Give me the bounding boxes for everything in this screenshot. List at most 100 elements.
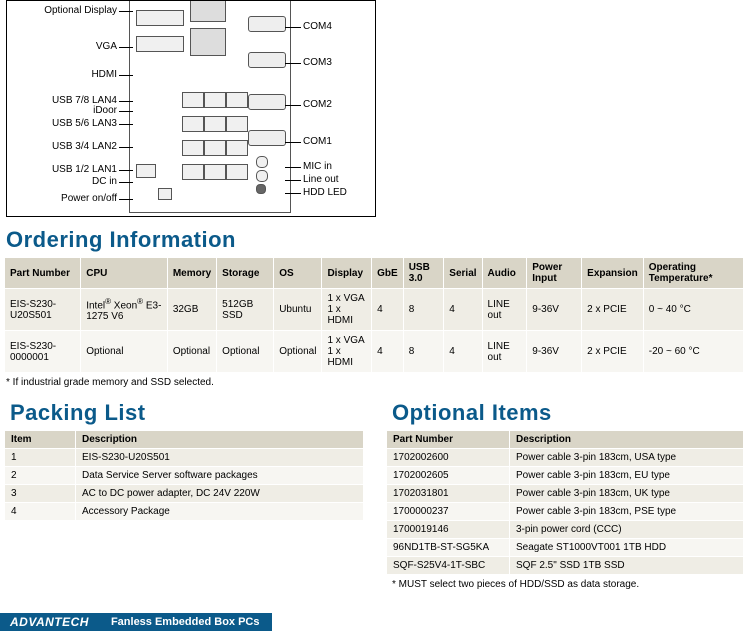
- table-cell: Optional: [274, 331, 322, 373]
- table-header: Part Number: [5, 258, 81, 289]
- table-cell: Power cable 3-pin 183cm, EU type: [510, 467, 744, 485]
- optional-table: Part NumberDescription 1702002600Power c…: [386, 430, 744, 575]
- table-row: 1702002605Power cable 3-pin 183cm, EU ty…: [387, 467, 744, 485]
- table-cell: EIS-S230-U20S501: [5, 289, 81, 331]
- footer-caption: Fanless Embedded Box PCs: [99, 613, 272, 631]
- table-row: 3AC to DC power adapter, DC 24V 220W: [5, 485, 364, 503]
- device-panel: [129, 0, 291, 213]
- diagram-label: Power on/off: [7, 193, 117, 204]
- table-cell: 1 x VGA1 x HDMI: [322, 331, 372, 373]
- ordering-table: Part NumberCPUMemoryStorageOSDisplayGbEU…: [4, 257, 744, 373]
- brand-logo: ADVANTECH: [0, 613, 99, 631]
- ordering-note: * If industrial grade memory and SSD sel…: [6, 377, 750, 388]
- diagram-label: Line out: [303, 174, 339, 185]
- table-header: Part Number: [387, 431, 510, 449]
- diagram-label: COM1: [303, 136, 332, 147]
- table-cell: 1: [5, 449, 76, 467]
- diagram-label: USB 5/6 LAN3: [7, 118, 117, 129]
- diagram-label: DC in: [7, 176, 117, 187]
- table-cell: AC to DC power adapter, DC 24V 220W: [76, 485, 364, 503]
- table-header: Storage: [217, 258, 274, 289]
- table-cell: 32GB: [167, 289, 216, 331]
- table-row: EIS-S230-U20S501Intel® Xeon® E3-1275 V63…: [5, 289, 744, 331]
- table-cell: 8: [403, 331, 444, 373]
- table-cell: 8: [403, 289, 444, 331]
- table-cell: 1702002605: [387, 467, 510, 485]
- table-header: Description: [510, 431, 744, 449]
- footer-bar: ADVANTECH Fanless Embedded Box PCs: [0, 612, 750, 632]
- table-cell: EIS-S230-0000001: [5, 331, 81, 373]
- packing-table: ItemDescription 1EIS-S230-U20S5012Data S…: [4, 430, 364, 521]
- table-cell: 9-36V: [527, 289, 582, 331]
- table-cell: 96ND1TB-ST-SG5KA: [387, 539, 510, 557]
- table-cell: 2: [5, 467, 76, 485]
- optional-heading: Optional Items: [392, 400, 744, 426]
- table-cell: 1 x VGA1 x HDMI: [322, 289, 372, 331]
- table-cell: 9-36V: [527, 331, 582, 373]
- packing-heading: Packing List: [10, 400, 364, 426]
- diagram-label: HDMI: [7, 69, 117, 80]
- table-cell: Power cable 3-pin 183cm, USA type: [510, 449, 744, 467]
- table-cell: 1702031801: [387, 485, 510, 503]
- table-cell: LINE out: [482, 289, 527, 331]
- table-cell: 4: [372, 289, 404, 331]
- table-row: 4Accessory Package: [5, 503, 364, 521]
- table-header: OS: [274, 258, 322, 289]
- table-header: Serial: [444, 258, 482, 289]
- table-cell: Optional: [217, 331, 274, 373]
- table-cell: Intel® Xeon® E3-1275 V6: [81, 289, 168, 331]
- table-header: Operating Temperature*: [643, 258, 743, 289]
- table-cell: Ubuntu: [274, 289, 322, 331]
- table-cell: Seagate ST1000VT001 1TB HDD: [510, 539, 744, 557]
- table-cell: 3: [5, 485, 76, 503]
- io-diagram: Optional DisplayVGAHDMIUSB 7/8 LAN4iDoor…: [6, 0, 376, 217]
- table-cell: SQF-S25V4-1T-SBC: [387, 557, 510, 575]
- table-cell: 2 x PCIE: [582, 289, 644, 331]
- table-row: 2Data Service Server software packages: [5, 467, 364, 485]
- table-header: GbE: [372, 258, 404, 289]
- diagram-label: VGA: [7, 41, 117, 52]
- table-row: 1700000237Power cable 3-pin 183cm, PSE t…: [387, 503, 744, 521]
- table-header: Item: [5, 431, 76, 449]
- table-header: Audio: [482, 258, 527, 289]
- table-cell: 1702002600: [387, 449, 510, 467]
- table-cell: 4: [444, 289, 482, 331]
- table-row: SQF-S25V4-1T-SBCSQF 2.5" SSD 1TB SSD: [387, 557, 744, 575]
- table-cell: 512GB SSD: [217, 289, 274, 331]
- table-cell: Optional: [81, 331, 168, 373]
- table-row: 17000191463-pin power cord (CCC): [387, 521, 744, 539]
- table-header: CPU: [81, 258, 168, 289]
- table-cell: LINE out: [482, 331, 527, 373]
- table-header: USB 3.0: [403, 258, 444, 289]
- table-header: Expansion: [582, 258, 644, 289]
- diagram-label: COM2: [303, 99, 332, 110]
- table-header: Memory: [167, 258, 216, 289]
- table-header: Power Input: [527, 258, 582, 289]
- diagram-label: USB 1/2 LAN1: [7, 164, 117, 175]
- diagram-label: COM3: [303, 57, 332, 68]
- table-cell: EIS-S230-U20S501: [76, 449, 364, 467]
- table-row: EIS-S230-0000001OptionalOptionalOptional…: [5, 331, 744, 373]
- table-row: 1EIS-S230-U20S501: [5, 449, 364, 467]
- optional-note: * MUST select two pieces of HDD/SSD as d…: [392, 579, 744, 590]
- table-cell: 2 x PCIE: [582, 331, 644, 373]
- table-cell: 0 ~ 40 °C: [643, 289, 743, 331]
- ordering-heading: Ordering Information: [6, 227, 750, 253]
- diagram-label: Optional Display: [7, 5, 117, 16]
- table-cell: Optional: [167, 331, 216, 373]
- table-cell: 1700000237: [387, 503, 510, 521]
- table-cell: SQF 2.5" SSD 1TB SSD: [510, 557, 744, 575]
- diagram-label: MIC in: [303, 161, 332, 172]
- table-row: 1702002600Power cable 3-pin 183cm, USA t…: [387, 449, 744, 467]
- table-cell: Power cable 3-pin 183cm, PSE type: [510, 503, 744, 521]
- table-header: Description: [76, 431, 364, 449]
- table-cell: 4: [372, 331, 404, 373]
- table-cell: 4: [444, 331, 482, 373]
- table-cell: Accessory Package: [76, 503, 364, 521]
- diagram-label: iDoor: [7, 105, 117, 116]
- diagram-label: USB 3/4 LAN2: [7, 141, 117, 152]
- table-cell: 1700019146: [387, 521, 510, 539]
- table-cell: 4: [5, 503, 76, 521]
- diagram-label: COM4: [303, 21, 332, 32]
- table-cell: Power cable 3-pin 183cm, UK type: [510, 485, 744, 503]
